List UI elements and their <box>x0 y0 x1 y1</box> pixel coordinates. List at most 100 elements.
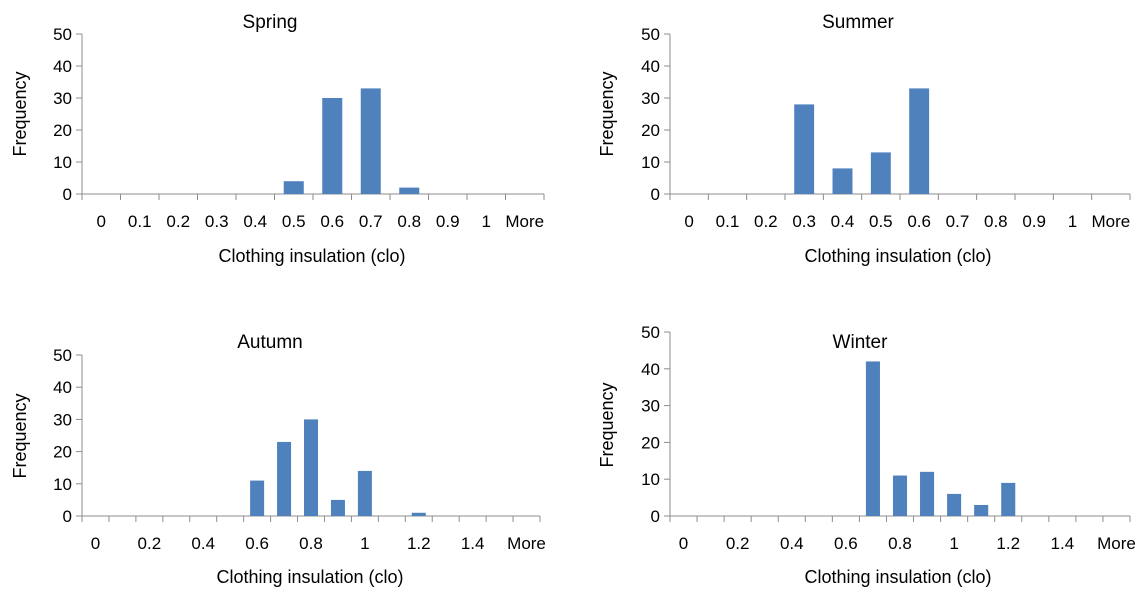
x-tick-label: 1 <box>949 534 958 553</box>
y-axis-label: Frequency <box>10 71 30 156</box>
y-tick-label: 30 <box>641 397 660 416</box>
bar-0.5 <box>284 181 304 194</box>
chart-title: Summer <box>822 12 894 33</box>
y-tick-label: 30 <box>53 410 72 429</box>
bar-0.5 <box>871 152 891 194</box>
x-tick-label: 0.5 <box>869 212 893 231</box>
x-tick-label: 0.6 <box>245 534 269 553</box>
y-tick-label: 30 <box>641 89 660 108</box>
x-axis-label: Clothing insulation (clo) <box>804 246 991 266</box>
bar-0.6 <box>909 88 929 194</box>
x-tick-label: 0.6 <box>834 534 858 553</box>
y-tick-label: 50 <box>641 323 660 342</box>
x-tick-label: 0.4 <box>780 534 804 553</box>
chart-title: Winter <box>833 332 889 353</box>
bar-0.6 <box>322 98 342 194</box>
x-tick-label: 0.2 <box>138 534 162 553</box>
x-tick-label: 0.4 <box>243 212 267 231</box>
y-tick-label: 20 <box>53 443 72 462</box>
bar-1 <box>358 471 372 516</box>
chart-summer: Summer Clothing insulation (clo) Frequen… <box>597 12 1130 266</box>
bar-0.4 <box>833 168 853 194</box>
y-tick-label: 40 <box>641 57 660 76</box>
x-tick-label: 1.2 <box>996 534 1020 553</box>
x-tick-label: More <box>1091 212 1130 231</box>
x-axis-label: Clothing insulation (clo) <box>216 567 403 587</box>
x-tick-label: 1 <box>1068 212 1077 231</box>
x-tick-label: 0.4 <box>831 212 855 231</box>
x-tick-label: More <box>1097 534 1136 553</box>
chart-winter: Winter Clothing insulation (clo) Frequen… <box>597 323 1136 587</box>
x-tick-label: More <box>507 534 546 553</box>
y-tick-label: 50 <box>53 25 72 44</box>
y-axis-label: Frequency <box>597 71 617 156</box>
x-tick-label: 0.3 <box>205 212 229 231</box>
x-tick-label: 0.7 <box>946 212 970 231</box>
x-tick-label: 0.1 <box>716 212 740 231</box>
y-tick-label: 50 <box>641 25 660 44</box>
x-tick-label: 0.9 <box>436 212 460 231</box>
y-tick-label: 40 <box>53 57 72 76</box>
bar-0.7 <box>277 442 291 516</box>
y-tick-label: 10 <box>641 470 660 489</box>
y-tick-label: 20 <box>641 121 660 140</box>
x-tick-label: 0.2 <box>726 534 750 553</box>
y-tick-label: 40 <box>53 378 72 397</box>
y-tick-label: 30 <box>53 89 72 108</box>
x-tick-label: 0.2 <box>754 212 778 231</box>
x-tick-label: 1.4 <box>461 534 485 553</box>
x-tick-label: 0.9 <box>1022 212 1046 231</box>
x-tick-label: 0 <box>91 534 100 553</box>
bar-0.8 <box>304 419 318 516</box>
bar-0.8 <box>893 476 907 516</box>
bar-1.1 <box>974 505 988 516</box>
x-tick-label: 0.8 <box>397 212 421 231</box>
bar-1.2 <box>1001 483 1015 516</box>
y-tick-label: 50 <box>53 346 72 365</box>
y-tick-label: 10 <box>641 153 660 172</box>
y-tick-label: 0 <box>63 185 72 204</box>
y-tick-label: 40 <box>641 360 660 379</box>
x-tick-label: 0 <box>684 212 693 231</box>
bar-0.9 <box>920 472 934 516</box>
y-axis-label: Frequency <box>597 382 617 467</box>
x-tick-label: 0 <box>679 534 688 553</box>
chart-title: Autumn <box>237 332 302 353</box>
bar-0.7 <box>361 88 381 194</box>
x-tick-label: 0.6 <box>907 212 931 231</box>
x-axis-label: Clothing insulation (clo) <box>804 567 991 587</box>
x-tick-label: More <box>505 212 544 231</box>
x-axis-label: Clothing insulation (clo) <box>218 246 405 266</box>
bar-0.9 <box>331 500 345 516</box>
x-tick-label: 0.7 <box>359 212 383 231</box>
x-tick-label: 0.6 <box>320 212 344 231</box>
chart-title: Spring <box>243 12 298 33</box>
y-tick-label: 0 <box>651 185 660 204</box>
y-tick-label: 10 <box>53 475 72 494</box>
y-tick-label: 0 <box>651 507 660 526</box>
bar-0.8 <box>399 188 419 194</box>
x-tick-label: 0.8 <box>299 534 323 553</box>
y-tick-label: 20 <box>641 433 660 452</box>
x-tick-label: 0.8 <box>888 534 912 553</box>
x-tick-label: 0 <box>97 212 106 231</box>
chart-spring: Spring Clothing insulation (clo) Frequen… <box>10 12 544 266</box>
bar-0.6 <box>250 481 264 516</box>
y-axis-label: Frequency <box>10 393 30 478</box>
x-tick-label: 0.8 <box>984 212 1008 231</box>
y-tick-label: 20 <box>53 121 72 140</box>
x-tick-label: 0.4 <box>191 534 215 553</box>
x-tick-label: 1.4 <box>1051 534 1075 553</box>
x-tick-label: 1 <box>482 212 491 231</box>
y-tick-label: 10 <box>53 153 72 172</box>
chart-autumn: Autumn Clothing insulation (clo) Frequen… <box>10 332 546 587</box>
x-tick-label: 1.2 <box>407 534 431 553</box>
bar-0.3 <box>794 104 814 194</box>
bar-1 <box>947 494 961 516</box>
x-tick-label: 0.2 <box>166 212 190 231</box>
x-tick-label: 1 <box>360 534 369 553</box>
bar-0.7 <box>866 361 880 516</box>
x-tick-label: 0.1 <box>128 212 152 231</box>
y-tick-label: 0 <box>63 507 72 526</box>
